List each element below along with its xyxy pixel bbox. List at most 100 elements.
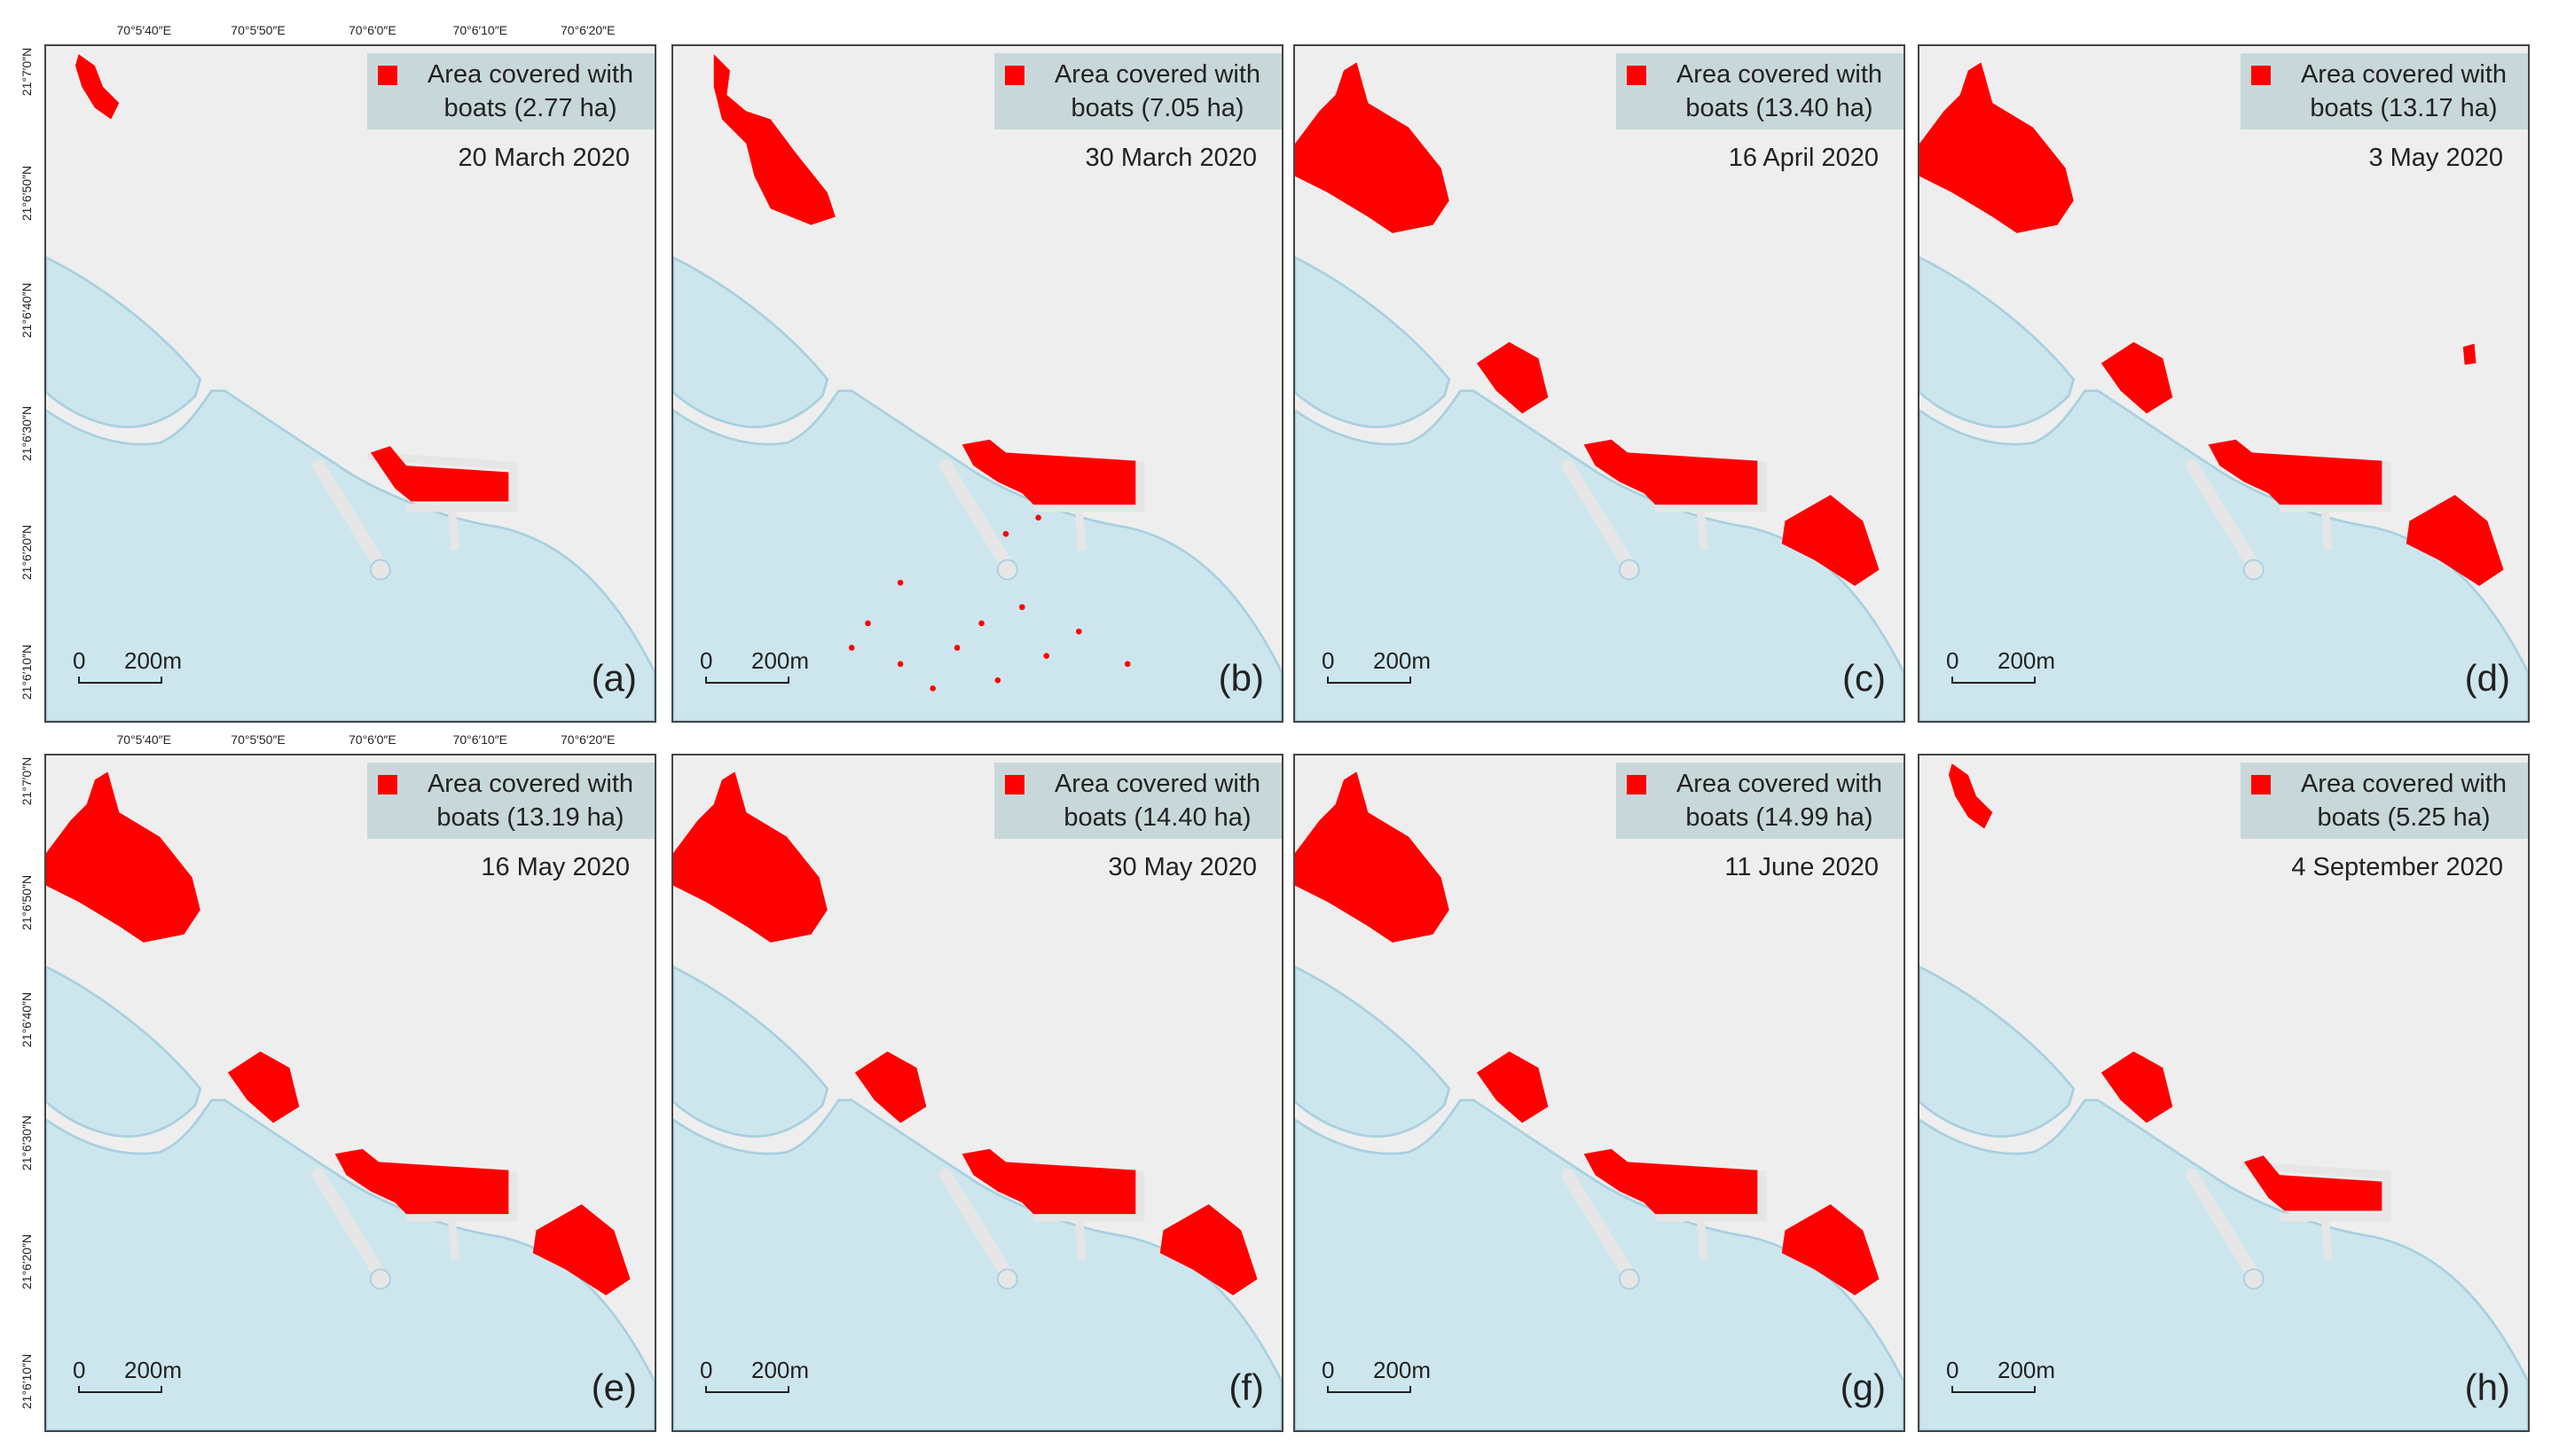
map-panel: Area covered with boats (13.40 ha) 16 Apr… xyxy=(1293,44,1905,723)
map-panel: Area covered with boats (2.77 ha) 20 Marc… xyxy=(44,44,656,723)
legend-swatch xyxy=(1005,66,1024,85)
legend-text: Area covered with boats (13.17 ha) xyxy=(2300,60,2508,122)
boat-area xyxy=(1781,1204,1880,1296)
map xyxy=(46,54,655,721)
map-panel: Area covered with boats (13.17 ha) 3 May … xyxy=(1918,44,2530,723)
panel-label: (f) xyxy=(1228,1366,1264,1408)
scale-bar xyxy=(78,677,162,684)
boat-area xyxy=(1295,771,1449,943)
lagoon xyxy=(673,255,829,428)
map-panel: Area covered with boats (5.25 ha) 4 Septe… xyxy=(1918,754,2530,1432)
lat-label: 21°6′20″N xyxy=(20,1234,34,1290)
lat-label: 21°7′0″N xyxy=(20,757,34,806)
boat-area xyxy=(1035,514,1041,521)
date: 20 March 2020 xyxy=(458,144,630,172)
scale-zero: 0 xyxy=(73,1357,86,1383)
boat-area xyxy=(334,1148,509,1215)
panel-label: (c) xyxy=(1842,657,1886,699)
scale-bar xyxy=(78,1386,162,1393)
breakwater xyxy=(312,458,386,570)
breakwater xyxy=(2186,1168,2259,1280)
lon-label: 70°6′0″E xyxy=(348,23,396,37)
boat-area xyxy=(1076,628,1082,635)
boat-area xyxy=(2243,1155,2382,1211)
legend-swatch xyxy=(1005,775,1024,795)
boat-area xyxy=(370,446,509,502)
map-panel: Area covered with boats (7.05 ha) 30 Marc… xyxy=(671,44,1283,723)
map xyxy=(673,771,1282,1430)
boat-area xyxy=(1919,62,2074,233)
lon-label: 70°5′40″E xyxy=(116,732,171,747)
lagoon xyxy=(46,965,202,1138)
map xyxy=(1295,771,1903,1430)
boat-area xyxy=(1583,1148,1758,1215)
legend-text: Area covered with boats (13.19 ha) xyxy=(427,770,634,832)
scale-length: 200m xyxy=(751,1357,810,1383)
lon-label: 70°6′10″E xyxy=(452,732,507,747)
boat-area xyxy=(848,645,855,651)
legend-text: Area covered with boats (14.99 ha) xyxy=(1676,770,1883,832)
scale-zero: 0 xyxy=(700,1357,713,1383)
legend-swatch xyxy=(1627,66,1646,85)
scale-bar xyxy=(1327,1386,1411,1393)
legend-swatch xyxy=(2251,66,2271,85)
boat-area xyxy=(1043,653,1050,659)
boat-area xyxy=(1124,661,1131,668)
lagoon xyxy=(46,255,202,428)
boat-area xyxy=(1583,439,1758,505)
boat-area xyxy=(1295,62,1449,233)
lat-label: 21°6′40″N xyxy=(20,992,34,1048)
scale-length: 200m xyxy=(1373,1357,1432,1383)
panel-label: (a) xyxy=(591,657,637,699)
date: 3 May 2020 xyxy=(2368,144,2503,172)
legend: Area covered with boats (7.05 ha) xyxy=(994,53,1282,129)
boat-area xyxy=(1948,763,1993,829)
boat-area xyxy=(962,439,1136,505)
scale-length: 200m xyxy=(1373,647,1432,674)
scale-length: 200m xyxy=(124,647,183,674)
lon-label: 70°6′10″E xyxy=(452,23,507,37)
legend-text: Area covered with boats (5.25 ha) xyxy=(2300,770,2508,832)
lon-label: 70°6′0″E xyxy=(348,732,396,747)
lagoon xyxy=(1919,965,2076,1138)
lat-label: 21°6′50″N xyxy=(20,165,34,221)
legend-text: Area covered with boats (2.77 ha) xyxy=(427,60,634,122)
panel-label: (h) xyxy=(2464,1366,2510,1408)
boat-area xyxy=(897,579,904,586)
boat-area xyxy=(227,1051,300,1123)
breakwater-head xyxy=(996,559,1018,581)
boat-area xyxy=(930,685,936,692)
legend: Area covered with boats (2.77 ha) xyxy=(367,53,655,129)
scale-zero: 0 xyxy=(1946,1357,1959,1383)
sea xyxy=(1919,1099,2528,1430)
boat-area xyxy=(2406,495,2504,586)
harbor-wall xyxy=(366,451,518,551)
legend-text: Area covered with boats (13.40 ha) xyxy=(1676,60,1883,122)
scale-bar xyxy=(1951,1386,2036,1393)
lat-label: 21°6′20″N xyxy=(20,525,34,581)
panel-label: (d) xyxy=(2464,657,2510,699)
boat-area xyxy=(1159,1204,1258,1296)
boat-area xyxy=(2208,439,2382,505)
boat-area xyxy=(1781,495,1880,586)
scale-bar xyxy=(705,677,789,684)
lagoon xyxy=(1295,965,1451,1138)
lat-label: 21°6′30″N xyxy=(20,405,34,461)
legend-swatch xyxy=(378,66,397,85)
map xyxy=(1295,62,1903,721)
boat-area xyxy=(962,1148,1136,1215)
breakwater-head xyxy=(2242,559,2265,581)
lat-label: 21°7′0″N xyxy=(20,48,34,97)
breakwater xyxy=(312,1168,386,1280)
breakwater xyxy=(2186,458,2259,570)
scale-bar xyxy=(705,1386,789,1393)
legend: Area covered with boats (13.40 ha) xyxy=(1616,53,1903,129)
breakwater xyxy=(1561,458,1635,570)
lagoon xyxy=(1295,255,1451,428)
breakwater-head xyxy=(1618,559,1640,581)
boat-area xyxy=(854,1051,927,1123)
sea xyxy=(46,389,655,721)
breakwater-head xyxy=(369,1268,391,1290)
breakwater-head xyxy=(369,559,391,581)
